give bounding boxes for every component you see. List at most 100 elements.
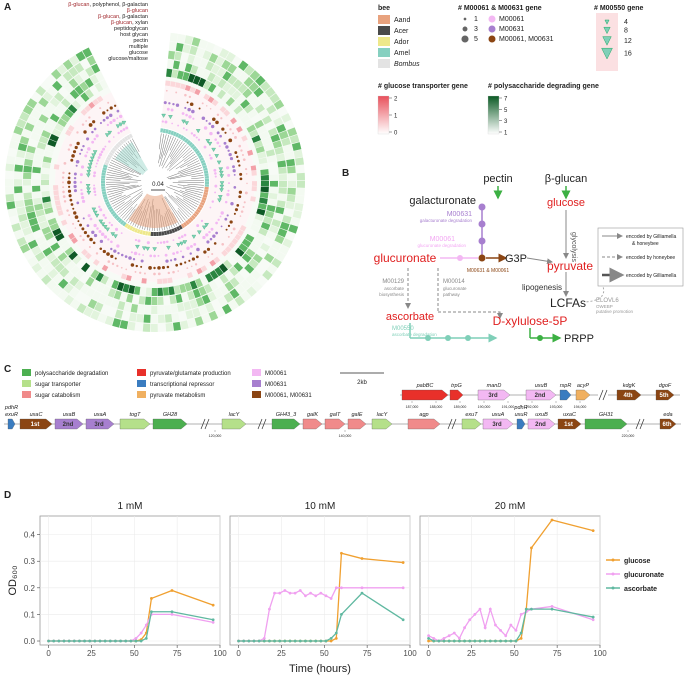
ring-label: glucose <box>129 50 148 56</box>
heat-cell <box>44 150 54 158</box>
heat-cell <box>285 201 295 210</box>
dot <box>75 164 78 167</box>
bee-cell <box>204 175 209 179</box>
heat-cell <box>208 53 219 64</box>
legend-label: Bombus <box>394 61 420 68</box>
branch <box>183 186 204 191</box>
heat-cell <box>282 238 293 248</box>
branch <box>186 160 200 167</box>
dot <box>164 253 168 257</box>
dot <box>478 220 486 228</box>
data-point <box>452 639 456 643</box>
data-point <box>334 636 338 640</box>
heat-cell <box>19 220 30 230</box>
dot <box>70 203 74 206</box>
data-point <box>340 551 343 555</box>
dot <box>465 335 471 341</box>
heat-cell <box>31 262 43 274</box>
dot <box>201 102 204 105</box>
branch <box>110 162 134 173</box>
node: D-xylulose-5P <box>493 314 568 328</box>
dot <box>218 145 221 148</box>
dot <box>166 107 170 111</box>
scale-label: 2kb <box>357 380 367 386</box>
axis-label: 140,000 <box>339 434 352 438</box>
dot <box>110 240 113 244</box>
plot-area <box>229 515 411 646</box>
bee-cell <box>192 212 198 218</box>
bee-cell <box>102 167 107 171</box>
heat-cell <box>113 290 122 300</box>
heat-cell <box>295 195 305 204</box>
dot <box>189 252 192 255</box>
heat-cell <box>39 220 49 230</box>
bee-cell <box>195 150 201 155</box>
heat-cell <box>258 227 268 237</box>
panel-a: A 0.04β-glucan, polyphenol, β-galactanβ-… <box>4 2 644 332</box>
x-tick-label: 100 <box>213 649 227 658</box>
heat-cell <box>51 128 62 137</box>
heat-cell <box>206 72 216 83</box>
dot <box>93 171 97 175</box>
ring-label: pectin <box>133 38 148 44</box>
heat-cell <box>60 219 68 226</box>
dot <box>110 223 114 227</box>
triangle <box>113 234 118 239</box>
heat-cell <box>219 274 229 284</box>
bee-cell <box>180 223 186 229</box>
dot <box>102 147 106 151</box>
data-point <box>62 639 66 643</box>
branch <box>180 158 198 169</box>
dot <box>130 263 135 267</box>
heat-cell <box>21 129 32 139</box>
heat-cell <box>241 135 248 142</box>
triangle <box>207 141 213 146</box>
bee-cell <box>177 133 182 139</box>
heat-cell <box>168 41 177 51</box>
legend-label: 3 <box>474 26 478 33</box>
dot <box>163 101 167 105</box>
dot <box>132 257 136 261</box>
heat-cell <box>70 265 81 276</box>
dot <box>175 103 180 107</box>
branch <box>191 174 204 178</box>
bee-cell <box>129 225 134 231</box>
triangle <box>85 184 91 189</box>
heat-cell <box>16 206 26 215</box>
heat-cell <box>170 81 176 88</box>
branch <box>108 192 124 198</box>
dot <box>190 132 194 135</box>
heat-cell <box>252 238 263 248</box>
x-tick-label: 50 <box>510 649 519 658</box>
dot <box>425 335 431 341</box>
legend-key <box>22 391 31 398</box>
heat-cell <box>22 104 34 115</box>
bee-cell <box>107 205 113 211</box>
branch <box>114 153 128 163</box>
data-point <box>211 618 215 622</box>
heat-cell <box>126 293 134 303</box>
gene-name: uxuR <box>515 412 528 418</box>
ring-label: β-glucan, β-galactan <box>98 14 148 20</box>
axis-label: 120,000 <box>209 434 222 438</box>
heat-cell <box>269 110 280 121</box>
heat-cell <box>182 44 191 54</box>
heat-cell <box>251 134 261 143</box>
bee-cell <box>124 136 129 142</box>
dot <box>77 220 80 223</box>
heat-cell <box>190 64 199 75</box>
plot-area <box>419 515 601 646</box>
dot <box>201 116 206 121</box>
dot <box>209 156 213 160</box>
heat-cell <box>32 166 41 174</box>
branch <box>110 194 126 203</box>
dot <box>67 180 71 185</box>
dot <box>108 221 111 224</box>
heat-cell <box>99 79 109 90</box>
heat-cell <box>65 261 76 271</box>
heat-cell <box>192 307 201 318</box>
heat-cell <box>184 282 193 292</box>
dot <box>116 264 119 268</box>
heat-cell <box>181 292 189 302</box>
heat-cell <box>67 104 78 114</box>
